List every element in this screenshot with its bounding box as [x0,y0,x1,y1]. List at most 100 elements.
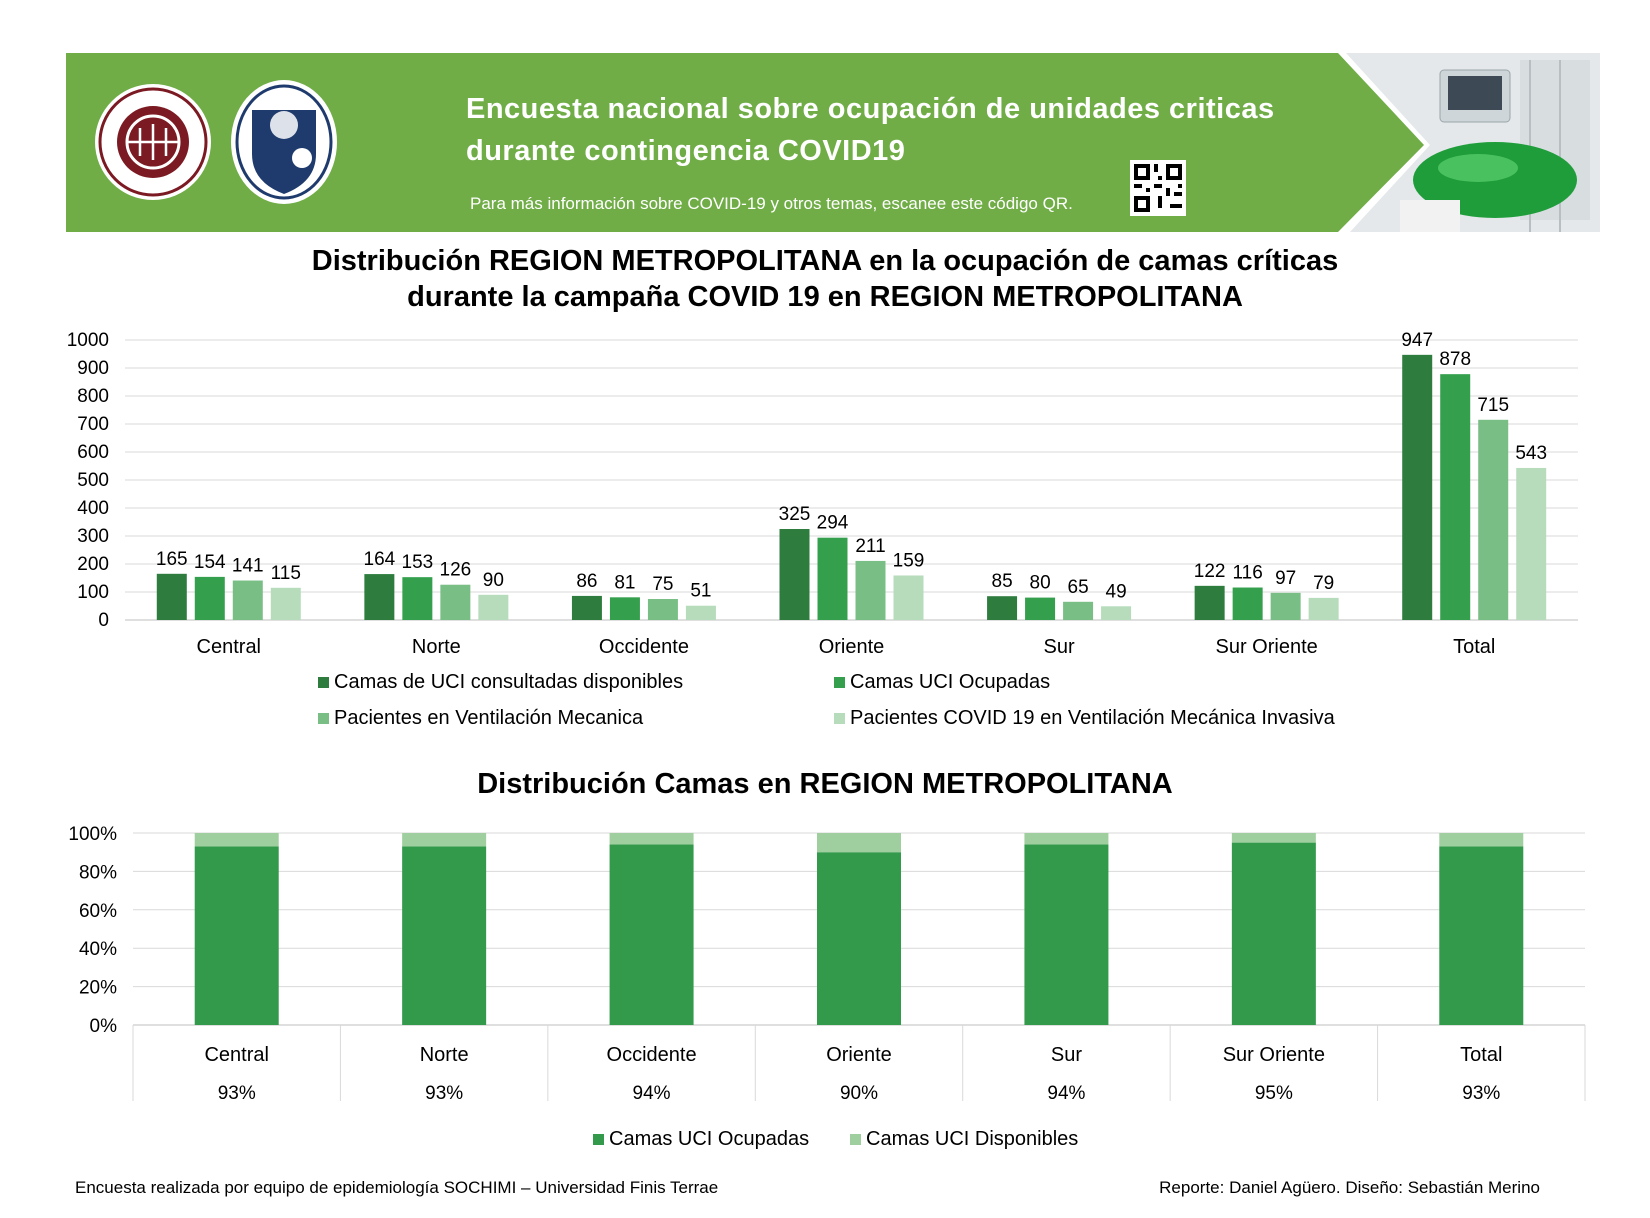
data-label: 165 [156,549,188,570]
bar-segment [817,833,901,853]
data-label: 211 [855,536,885,557]
bar [1402,354,1433,620]
table-value: 90% [840,1083,878,1104]
bar [1194,585,1225,620]
chart2-title: Distribución Camas en REGION METROPOLITA… [477,768,1173,800]
data-label: 122 [1194,561,1226,582]
chart1-title-line1: Distribución REGION METROPOLITANA en la … [311,245,1339,277]
legend-label: Camas UCI Disponibles [866,1128,1078,1150]
bar-segment [609,833,694,845]
data-label: 947 [1401,330,1433,351]
ventilator-photo [1346,53,1600,232]
bar [1101,606,1132,620]
finis-terrae-logo [231,80,337,204]
bar [1025,597,1056,620]
bar [893,575,924,620]
data-label: 86 [576,571,597,592]
y-tick-label: 60% [79,901,117,922]
data-label: 116 [1232,563,1262,584]
data-label: 90 [483,570,504,591]
bar-segment [817,852,901,1025]
bar [270,587,301,620]
y-tick-label: 1000 [67,330,109,351]
data-label: 878 [1439,349,1471,370]
bar [571,595,602,620]
data-label: 154 [194,552,226,573]
bar-segment [1439,833,1524,847]
data-label: 294 [817,513,849,534]
y-tick-label: 100 [77,582,109,603]
legend-swatch [318,713,329,724]
data-label: 164 [364,549,396,570]
legend-swatch [834,677,845,688]
bar-segment [402,846,487,1025]
y-tick-label: 0 [98,610,109,631]
data-label: 97 [1275,568,1296,589]
bar [779,529,810,620]
bar-segment [1231,842,1316,1025]
legend-label: Camas de UCI consultadas disponibles [334,671,683,693]
bar [987,596,1018,620]
x-tick-label: Central [204,1044,268,1066]
footer-left: Encuesta realizada por equipo de epidemi… [75,1178,719,1197]
bar [1516,467,1547,620]
legend-label: Pacientes en Ventilación Mecanica [334,707,644,729]
bar-segment [1439,846,1524,1025]
qr-code[interactable] [1130,160,1186,216]
bar [402,577,433,620]
bar [685,605,716,620]
banner-title-line1: Encuesta nacional sobre ocupación de uni… [466,93,1275,125]
bar-segment [194,846,279,1025]
legend-swatch [593,1134,604,1145]
bar [609,597,640,620]
table-value: 93% [1462,1083,1500,1104]
table-value: 94% [1047,1083,1085,1104]
bar-segment [1024,833,1109,845]
bar [1063,601,1094,620]
y-tick-label: 80% [79,862,117,883]
bar [156,573,187,620]
data-label: 51 [690,581,711,602]
data-label: 153 [402,552,434,573]
x-tick-label: Sur Oriente [1216,636,1318,658]
bar-segment [1024,844,1109,1025]
x-tick-label: Total [1460,1044,1502,1066]
table-value: 93% [218,1083,256,1104]
x-tick-label: Occidente [599,636,689,658]
data-label: 49 [1106,581,1127,602]
x-tick-label: Sur Oriente [1223,1044,1325,1066]
data-label: 65 [1068,577,1089,598]
y-tick-label: 300 [77,526,109,547]
y-tick-label: 400 [77,498,109,519]
data-label: 715 [1477,395,1509,416]
x-tick-label: Oriente [819,636,885,658]
legend-label: Pacientes COVID 19 en Ventilación Mecáni… [850,707,1336,729]
x-tick-label: Sur [1044,636,1075,658]
data-label: 115 [271,563,301,584]
x-tick-label: Norte [420,1044,469,1066]
y-tick-label: 900 [77,358,109,379]
bar [647,599,678,620]
bar [1478,419,1509,620]
sochimi-logo [95,84,211,200]
data-label: 325 [779,504,811,525]
data-label: 141 [232,556,264,577]
x-tick-label: Norte [412,636,461,658]
legend-swatch [834,713,845,724]
x-tick-label: Central [197,636,261,658]
bar [855,560,886,620]
data-label: 79 [1313,573,1334,594]
y-tick-label: 800 [77,386,109,407]
y-tick-label: 20% [79,978,117,999]
legend-swatch [850,1134,861,1145]
y-tick-label: 100% [68,824,117,845]
bar [1232,587,1263,620]
bar [1440,374,1471,620]
data-label: 75 [652,574,673,595]
chart2-stacked-bar-chart: 0% 20% 40% 60% 80% 100% Central 93% Norte 93% Occi… [68,824,1586,1150]
legend-swatch [318,677,329,688]
banner-background [66,53,1424,232]
bar [1270,592,1301,620]
bar-segment [609,844,694,1025]
bar-segment [402,833,487,847]
